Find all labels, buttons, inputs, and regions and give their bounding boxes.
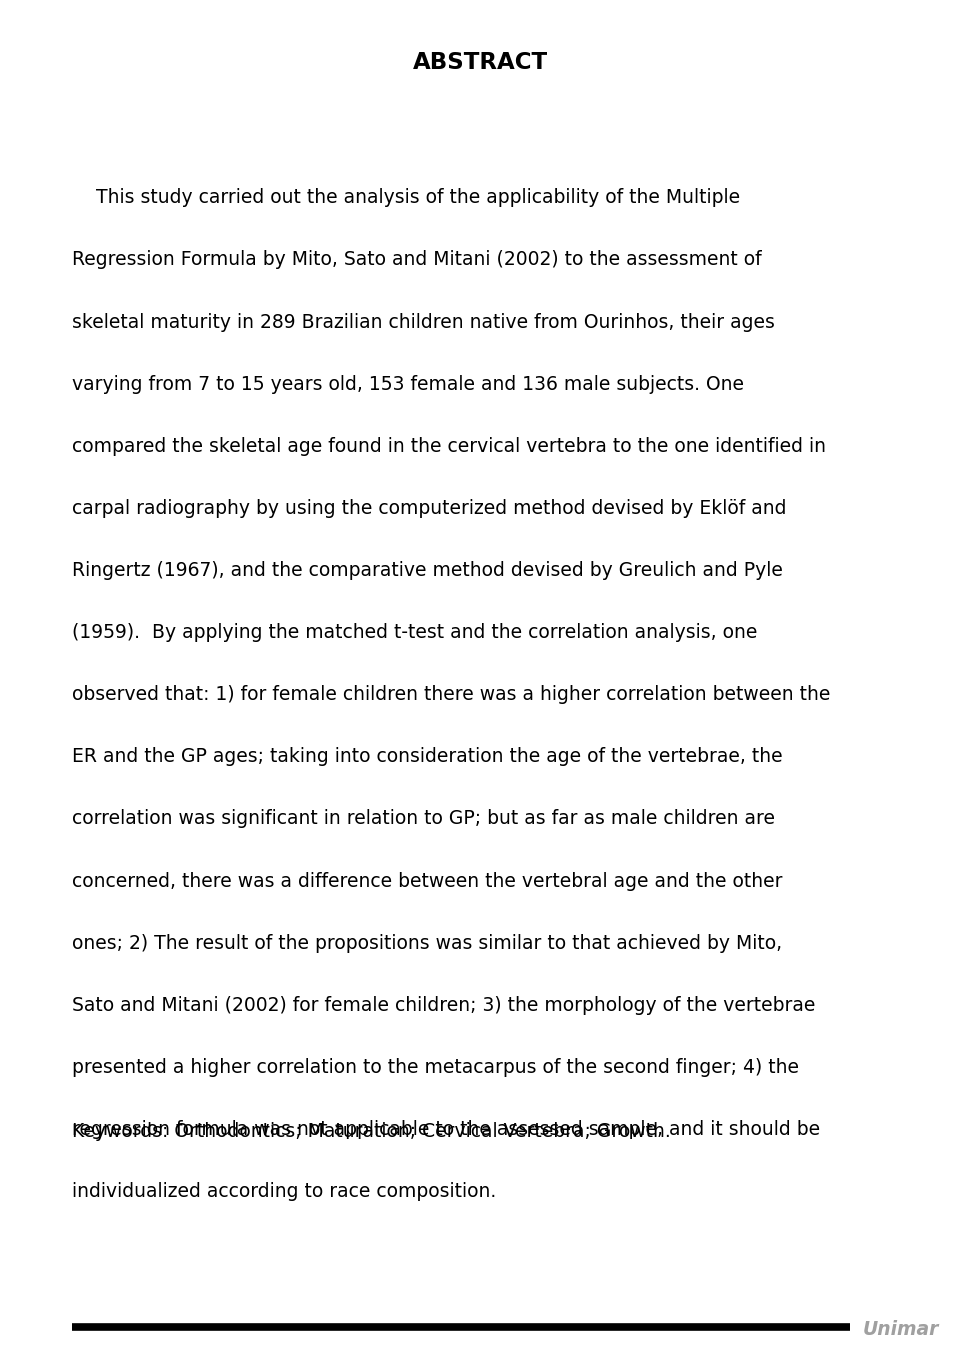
Text: presented a higher correlation to the metacarpus of the second finger; 4) the: presented a higher correlation to the me… bbox=[72, 1058, 799, 1077]
Text: Regression Formula by Mito, Sato and Mitani (2002) to the assessment of: Regression Formula by Mito, Sato and Mit… bbox=[72, 251, 761, 269]
Text: ABSTRACT: ABSTRACT bbox=[413, 51, 547, 74]
Text: ones; 2) The result of the propositions was similar to that achieved by Mito,: ones; 2) The result of the propositions … bbox=[72, 934, 782, 953]
Text: correlation was significant in relation to GP; but as far as male children are: correlation was significant in relation … bbox=[72, 809, 775, 829]
Text: This study carried out the analysis of the applicability of the Multiple: This study carried out the analysis of t… bbox=[72, 188, 740, 207]
Text: carpal radiography by using the computerized method devised by Eklöf and: carpal radiography by using the computer… bbox=[72, 498, 786, 517]
Text: varying from 7 to 15 years old, 153 female and 136 male subjects. One: varying from 7 to 15 years old, 153 fema… bbox=[72, 374, 744, 393]
Text: (1959).  By applying the matched t-test and the correlation analysis, one: (1959). By applying the matched t-test a… bbox=[72, 622, 757, 642]
Text: skeletal maturity in 289 Brazilian children native from Ourinhos, their ages: skeletal maturity in 289 Brazilian child… bbox=[72, 313, 775, 332]
Text: Ringertz (1967), and the comparative method devised by Greulich and Pyle: Ringertz (1967), and the comparative met… bbox=[72, 561, 782, 580]
Text: Keywords: Orthodontics; Maturation; Cervical Vertebra; Growth.: Keywords: Orthodontics; Maturation; Cerv… bbox=[72, 1122, 671, 1141]
Text: observed that: 1) for female children there was a higher correlation between the: observed that: 1) for female children th… bbox=[72, 685, 830, 704]
Text: regression formula was not applicable to the assessed sample, and it should be: regression formula was not applicable to… bbox=[72, 1119, 820, 1138]
Text: ER and the GP ages; taking into consideration the age of the vertebrae, the: ER and the GP ages; taking into consider… bbox=[72, 747, 782, 766]
Text: compared the skeletal age found in the cervical vertebra to the one identified i: compared the skeletal age found in the c… bbox=[72, 437, 826, 456]
Text: Unimar: Unimar bbox=[862, 1320, 939, 1339]
Text: individualized according to race composition.: individualized according to race composi… bbox=[72, 1182, 496, 1201]
Text: concerned, there was a difference between the vertebral age and the other: concerned, there was a difference betwee… bbox=[72, 871, 782, 890]
Text: Sato and Mitani (2002) for female children; 3) the morphology of the vertebrae: Sato and Mitani (2002) for female childr… bbox=[72, 995, 815, 1014]
